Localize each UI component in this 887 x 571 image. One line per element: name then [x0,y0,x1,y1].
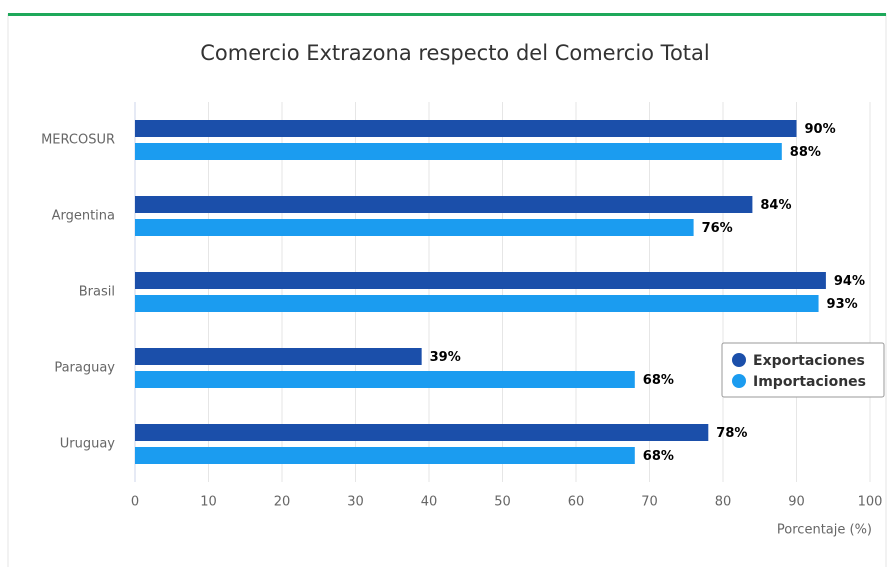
value-label: 93% [827,297,858,312]
value-label: 88% [790,145,821,160]
bar [135,424,709,441]
legend-box [721,342,885,398]
y-tick-label: Argentina [52,209,115,224]
x-tick-label: 50 [494,495,511,510]
legend: Exportaciones Importaciones [721,342,885,398]
value-label: 84% [760,198,791,213]
y-tick-label: Paraguay [54,361,115,376]
value-label: 68% [643,373,674,388]
x-tick-label: 10 [200,495,217,510]
value-label: 68% [643,449,674,464]
legend-label: Exportaciones [753,353,865,369]
bar [135,295,819,312]
bar [135,120,797,137]
bar [135,371,635,388]
chart-title: Comercio Extrazona respecto del Comercio… [200,41,709,65]
bar [135,143,782,160]
x-axis-label: Porcentaje (%) [777,523,872,538]
x-tick-label: 40 [421,495,438,510]
bar [135,196,753,213]
value-label: 90% [805,122,836,137]
value-label: 39% [430,350,461,365]
value-label: 76% [702,221,733,236]
y-tick-label: Uruguay [60,437,116,452]
value-label: 94% [834,274,865,289]
x-tick-label: 80 [715,495,732,510]
x-tick-label: 90 [788,495,805,510]
x-tick-label: 0 [131,495,139,510]
bar [135,272,826,289]
bar [135,219,694,236]
y-tick-label: MERCOSUR [41,133,115,148]
top-border [8,13,886,16]
y-tick-label: Brasil [79,285,115,300]
legend-swatch [732,353,746,367]
x-tick-label: 20 [274,495,291,510]
legend-swatch [732,374,746,388]
x-tick-label: 70 [641,495,658,510]
bar [135,348,422,365]
x-tick-label: 30 [347,495,364,510]
x-tick-label: 60 [568,495,585,510]
card [7,13,887,571]
value-label: 78% [716,426,747,441]
bar [135,447,635,464]
legend-label: Importaciones [753,374,866,390]
x-tick-label: 100 [858,495,883,510]
